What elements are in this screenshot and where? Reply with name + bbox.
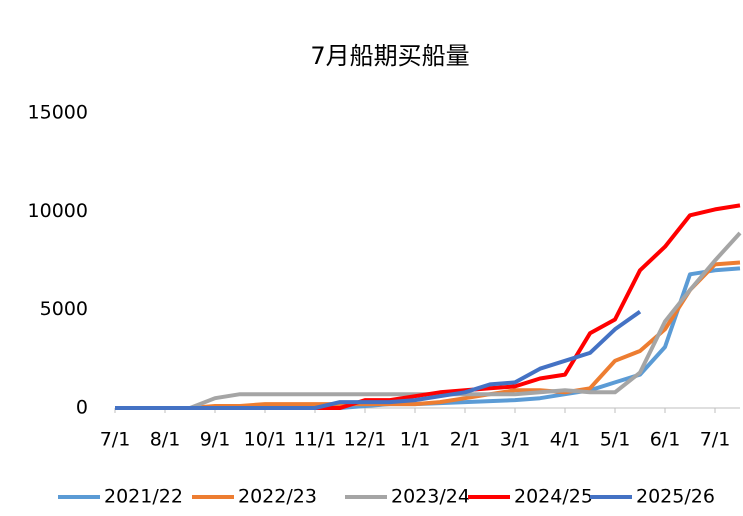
x-tick-label: 8/1	[150, 429, 181, 451]
legend-label: 2022/23	[238, 486, 317, 508]
legend-label: 2021/22	[104, 486, 183, 508]
x-tick-label: 2/1	[450, 429, 481, 451]
y-tick-label: 5000	[40, 298, 88, 320]
legend-label: 2024/25	[514, 486, 593, 508]
x-tick-label: 1/1	[400, 429, 431, 451]
x-tick-label: 7/1	[100, 429, 131, 451]
chart-title: 7月船期买船量	[310, 42, 469, 70]
legend-label: 2023/24	[391, 486, 470, 508]
x-tick-label: 10/1	[244, 429, 287, 451]
x-tick-label: 9/1	[200, 429, 231, 451]
x-tick-label: 7/1	[700, 429, 731, 451]
x-tick-label: 12/1	[344, 429, 387, 451]
y-tick-label: 10000	[28, 200, 88, 222]
x-tick-label: 6/1	[650, 429, 681, 451]
x-tick-label: 11/1	[294, 429, 337, 451]
x-tick-label: 3/1	[500, 429, 531, 451]
y-tick-label: 0	[76, 397, 88, 419]
y-tick-label: 15000	[28, 102, 88, 124]
series-line	[115, 309, 642, 410]
x-tick-label: 5/1	[600, 429, 631, 451]
x-tick-label: 4/1	[550, 429, 581, 451]
legend-label: 2025/26	[636, 486, 715, 508]
